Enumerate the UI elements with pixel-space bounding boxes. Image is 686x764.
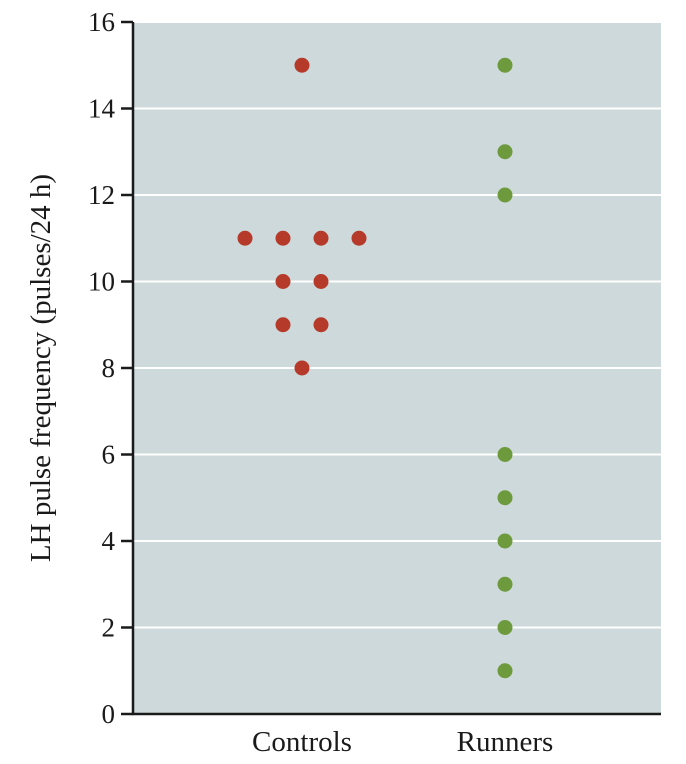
y-tick-label-6: 6: [102, 440, 116, 470]
point-runners-6: [497, 576, 513, 592]
point-runners-8: [497, 663, 513, 679]
point-controls-5: [275, 274, 291, 289]
y-axis-title: LH pulse frequency (pulses/24 h): [25, 174, 57, 562]
y-tick-label-12: 12: [88, 180, 115, 210]
point-controls-9: [294, 360, 310, 376]
point-runners-4: [497, 490, 513, 506]
y-tick-label-10: 10: [88, 267, 115, 297]
point-controls-1: [237, 230, 253, 246]
point-runners-3: [497, 447, 513, 462]
y-tick-label-0: 0: [102, 699, 116, 729]
point-controls-8: [313, 317, 329, 333]
gridlines: [133, 21, 661, 629]
point-runners-2: [497, 187, 513, 203]
point-controls-6: [313, 274, 329, 289]
x-category-label-controls: Controls: [252, 726, 352, 758]
x-category-label-runners: Runners: [457, 726, 554, 758]
data-points: [237, 57, 513, 679]
point-controls-2: [275, 230, 291, 246]
y-axis-ticks: 0 2 4 6 8 10 12 14 16: [88, 7, 133, 729]
point-runners-1: [497, 144, 513, 160]
point-runners-7: [497, 620, 513, 635]
y-tick-label-2: 2: [102, 613, 116, 643]
y-tick-label-14: 14: [88, 94, 116, 124]
point-controls-4: [351, 230, 367, 246]
point-controls-3: [313, 230, 329, 246]
point-runners-0: [497, 57, 513, 73]
y-tick-label-8: 8: [102, 353, 116, 383]
y-tick-label-4: 4: [102, 526, 116, 556]
point-controls-0: [294, 57, 310, 73]
point-controls-7: [275, 317, 291, 333]
point-runners-5: [497, 533, 513, 549]
y-tick-label-16: 16: [88, 7, 115, 37]
